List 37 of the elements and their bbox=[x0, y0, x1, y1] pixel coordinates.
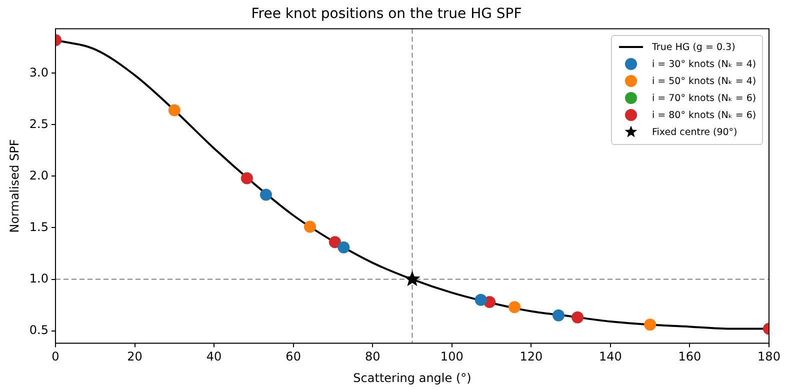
chart-title: Free knot positions on the true HG SPF bbox=[251, 6, 522, 22]
y-tick-label: 2.0 bbox=[29, 168, 48, 182]
x-tick-label: 120 bbox=[520, 350, 543, 364]
point bbox=[338, 241, 350, 254]
legend-label: i = 50° knots (Nₖ = 4) bbox=[652, 74, 756, 89]
legend-label: Fixed centre (90°) bbox=[652, 126, 738, 140]
x-tick-label: 100 bbox=[440, 350, 464, 364]
y-axis-title: Normalised SPF bbox=[7, 139, 22, 233]
y-tick-label: 1.5 bbox=[29, 220, 48, 234]
x-tick-label: 60 bbox=[286, 350, 301, 364]
point bbox=[552, 309, 565, 322]
legend-label: i = 30° knots (Nₖ = 4) bbox=[652, 58, 756, 72]
y-tick-label: 2.5 bbox=[29, 116, 48, 131]
legend-label: True HG (g = 0.3) bbox=[652, 40, 736, 55]
point bbox=[474, 294, 487, 306]
x-tick-label: 0 bbox=[52, 350, 60, 364]
point bbox=[328, 236, 341, 248]
x-tick-label: 40 bbox=[206, 350, 222, 364]
point bbox=[168, 104, 180, 116]
x-tick-label: 140 bbox=[598, 350, 622, 364]
x-axis-title: Scattering angle (°) bbox=[353, 370, 472, 385]
y-tick-label: 1.0 bbox=[29, 271, 48, 286]
x-tick-label: 180 bbox=[758, 350, 780, 364]
point bbox=[572, 311, 584, 324]
x-tick-label: 160 bbox=[678, 350, 702, 364]
y-tick-label: 0.5 bbox=[29, 322, 48, 337]
point bbox=[240, 172, 253, 184]
point bbox=[508, 301, 521, 314]
point bbox=[304, 220, 316, 233]
point bbox=[404, 270, 420, 286]
legend-label: i = 70° knots (Nₖ = 6) bbox=[652, 92, 756, 106]
y-tick-label: 3.0 bbox=[29, 65, 48, 80]
legend-label: i = 80° knots (Nₖ = 6) bbox=[652, 108, 756, 123]
x-tick-label: 80 bbox=[364, 350, 380, 364]
point bbox=[644, 318, 656, 331]
x-tick-label: 20 bbox=[127, 350, 142, 364]
point bbox=[260, 188, 272, 201]
